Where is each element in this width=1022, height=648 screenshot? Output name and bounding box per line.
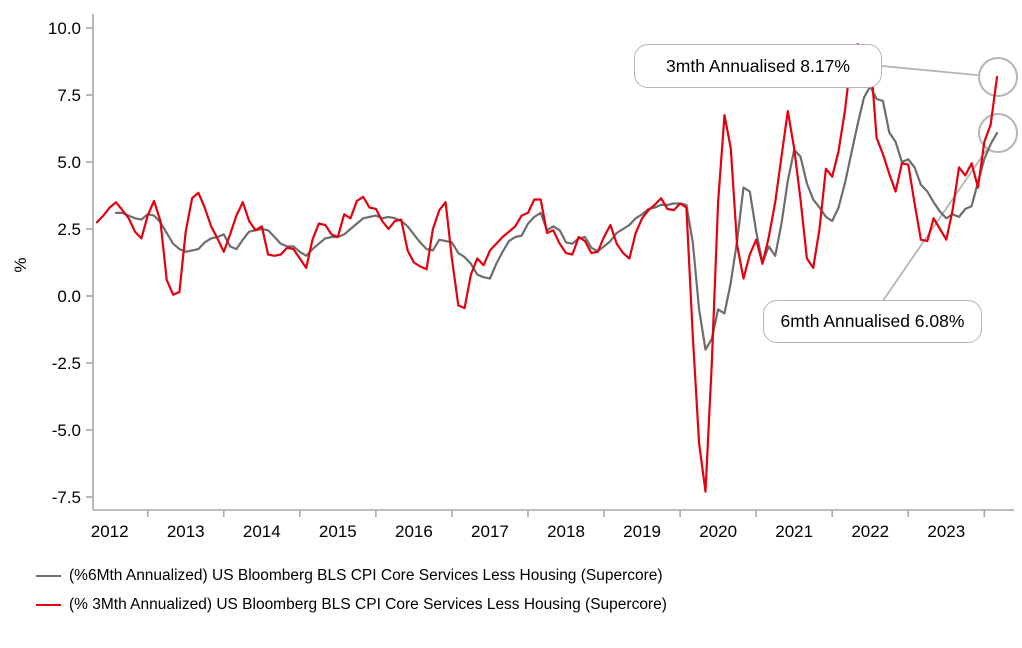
x-tick-label: 2014 <box>243 522 281 541</box>
axes <box>92 14 1014 511</box>
x-tick-label: 2015 <box>319 522 357 541</box>
callout-connector <box>882 148 988 301</box>
y-tick-label: 7.5 <box>57 86 81 105</box>
x-tick-label: 2013 <box>167 522 205 541</box>
legend-swatch-3mth-line <box>36 604 61 606</box>
legend-item-6mth: (%6Mth Annualized) US Bloomberg BLS CPI … <box>36 565 667 587</box>
series-endpoint-circle <box>978 113 1018 154</box>
y-tick-label: 10.0 <box>48 19 81 38</box>
y-tick-label: 2.5 <box>57 220 81 239</box>
y-tick-label: -2.5 <box>52 354 81 373</box>
x-tick-label: 2012 <box>91 522 129 541</box>
legend-item-3mth: (% 3Mth Annualized) US Bloomberg BLS CPI… <box>36 594 667 616</box>
y-tick-label: 5.0 <box>57 153 81 172</box>
chart-generated-layer: 10.0 7.5 5.0 2.5 0.0 -2.5 -5.0 -7.5 2012 2013 2014… <box>48 14 1018 541</box>
legend: (%6Mth Annualized) US Bloomberg BLS CPI … <box>36 565 667 616</box>
y-axis-ticks: 10.0 7.5 5.0 2.5 0.0 -2.5 -5.0 -7.5 <box>48 19 93 507</box>
callout-3mth-label: 3mth Annualised 8.17% <box>666 55 850 76</box>
series-line-3mth <box>95 43 999 493</box>
x-tick-label: 2017 <box>471 522 509 541</box>
x-tick-label: 2019 <box>623 522 661 541</box>
callout-connector <box>881 65 980 77</box>
x-tick-label: 2016 <box>395 522 433 541</box>
y-tick-label: -7.5 <box>52 488 81 507</box>
callout-3mth-annualised: 3mth Annualised 8.17% <box>634 44 882 88</box>
x-axis-ticks: 2012 2013 2014 2015 2016 2017 2018 2019 2020 2021… <box>91 510 986 541</box>
x-tick-label: 2021 <box>775 522 813 541</box>
x-tick-label: 2018 <box>547 522 585 541</box>
callout-6mth-label: 6mth Annualised 6.08% <box>780 311 965 331</box>
x-tick-label: 2022 <box>851 522 889 541</box>
y-axis-title: % <box>11 257 30 272</box>
legend-swatch-6mth-line <box>36 575 61 577</box>
x-tick-label: 2020 <box>699 522 737 541</box>
y-tick-label: -5.0 <box>52 421 81 440</box>
callout-6mth-annualised: 6mth Annualised 6.08% <box>763 300 982 343</box>
y-tick-label: 0.0 <box>57 287 81 306</box>
legend-label-3mth: (% 3Mth Annualized) US Bloomberg BLS CPI… <box>69 596 667 613</box>
legend-label-6mth: (%6Mth Annualized) US Bloomberg BLS CPI … <box>69 567 663 584</box>
series-endpoint-circle <box>978 57 1018 98</box>
x-tick-label: 2023 <box>927 522 965 541</box>
